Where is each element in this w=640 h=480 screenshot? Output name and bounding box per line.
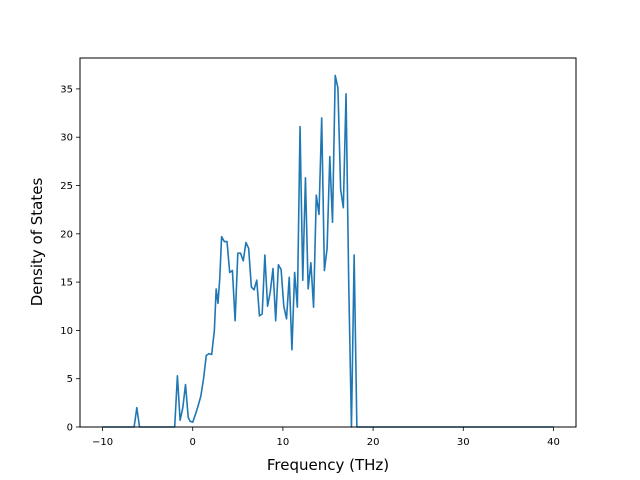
y-axis-label: Density of States <box>28 178 46 307</box>
x-tick-label: 30 <box>457 437 470 448</box>
x-axis-ticks: −10 0 10 20 30 40 <box>92 427 560 448</box>
y-tick-label: 25 <box>60 181 73 192</box>
x-tick-label: 0 <box>190 437 196 448</box>
y-tick-label: 20 <box>60 229 73 240</box>
y-axis-ticks: 0 5 10 15 20 25 30 35 <box>60 84 80 434</box>
y-tick-label: 30 <box>60 133 73 144</box>
y-tick-label: 35 <box>60 84 73 95</box>
plot-frame <box>79 57 577 428</box>
y-tick-label: 5 <box>67 374 73 385</box>
y-tick-label: 0 <box>67 423 73 434</box>
dos-series-line-0 <box>102 74 554 428</box>
x-tick-label: 10 <box>277 437 290 448</box>
plot-lines <box>102 74 554 428</box>
x-tick-label: −10 <box>92 437 113 448</box>
x-axis-label: Frequency (THz) <box>267 456 389 474</box>
x-tick-label: 40 <box>547 437 560 448</box>
y-tick-label: 10 <box>60 326 73 337</box>
x-tick-label: 20 <box>367 437 380 448</box>
y-tick-label: 15 <box>60 278 73 289</box>
